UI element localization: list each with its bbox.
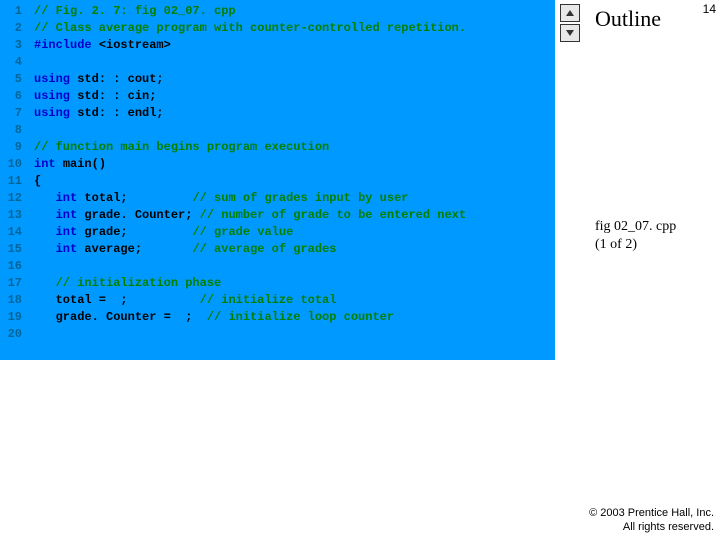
line-number: 7 bbox=[0, 105, 24, 122]
code-line: int main() bbox=[34, 156, 466, 173]
code-line: // Class average program with counter-co… bbox=[34, 20, 466, 37]
file-label: fig 02_07. cpp (1 of 2) bbox=[595, 218, 676, 254]
code-panel: 1234567891011121314151617181920 // Fig. … bbox=[0, 0, 555, 360]
code-line: using std: : cin; bbox=[34, 88, 466, 105]
line-number: 4 bbox=[0, 54, 24, 71]
triangle-up-icon bbox=[565, 9, 575, 17]
file-name: fig 02_07. cpp bbox=[595, 218, 676, 236]
copyright-line2: All rights reserved. bbox=[589, 520, 714, 534]
line-number: 3 bbox=[0, 37, 24, 54]
code-line: int average; // average of grades bbox=[34, 241, 466, 258]
line-number: 20 bbox=[0, 326, 24, 343]
line-number: 12 bbox=[0, 190, 24, 207]
line-number: 9 bbox=[0, 139, 24, 156]
code-line: int grade. Counter; // number of grade t… bbox=[34, 207, 466, 224]
code-line: using std: : cout; bbox=[34, 71, 466, 88]
copyright-line1: © 2003 Prentice Hall, Inc. bbox=[589, 506, 714, 520]
triangle-down-icon bbox=[565, 29, 575, 37]
page-number: 14 bbox=[703, 2, 716, 16]
line-number: 18 bbox=[0, 292, 24, 309]
code-line: // Fig. 2. 7: fig 02_07. cpp bbox=[34, 3, 466, 20]
line-number: 5 bbox=[0, 71, 24, 88]
nav-buttons bbox=[560, 4, 580, 44]
line-number: 2 bbox=[0, 20, 24, 37]
code-line: using std: : endl; bbox=[34, 105, 466, 122]
line-number: 16 bbox=[0, 258, 24, 275]
line-number: 11 bbox=[0, 173, 24, 190]
code-line bbox=[34, 122, 466, 139]
code-line: { bbox=[34, 173, 466, 190]
code-line bbox=[34, 326, 466, 343]
code-line: grade. Counter = ; // initialize loop co… bbox=[34, 309, 466, 326]
code-line bbox=[34, 54, 466, 71]
code-body: // Fig. 2. 7: fig 02_07. cpp// Class ave… bbox=[34, 3, 466, 343]
nav-up-button[interactable] bbox=[560, 4, 580, 22]
code-line: int total; // sum of grades input by use… bbox=[34, 190, 466, 207]
line-number: 6 bbox=[0, 88, 24, 105]
code-line: // initialization phase bbox=[34, 275, 466, 292]
line-number: 19 bbox=[0, 309, 24, 326]
code-line: total = ; // initialize total bbox=[34, 292, 466, 309]
line-number: 8 bbox=[0, 122, 24, 139]
line-number: 14 bbox=[0, 224, 24, 241]
nav-down-button[interactable] bbox=[560, 24, 580, 42]
line-number: 15 bbox=[0, 241, 24, 258]
code-line bbox=[34, 258, 466, 275]
outline-panel: Outline 14 fig 02_07. cpp (1 of 2) bbox=[555, 0, 720, 540]
line-number: 1 bbox=[0, 3, 24, 20]
code-line: int grade; // grade value bbox=[34, 224, 466, 241]
line-number: 13 bbox=[0, 207, 24, 224]
file-part: (1 of 2) bbox=[595, 236, 676, 254]
copyright: © 2003 Prentice Hall, Inc. All rights re… bbox=[589, 506, 714, 534]
outline-title: Outline bbox=[595, 6, 661, 32]
code-line: #include <iostream> bbox=[34, 37, 466, 54]
code-line: // function main begins program executio… bbox=[34, 139, 466, 156]
line-number: 10 bbox=[0, 156, 24, 173]
line-number-gutter: 1234567891011121314151617181920 bbox=[0, 3, 24, 343]
line-number: 17 bbox=[0, 275, 24, 292]
